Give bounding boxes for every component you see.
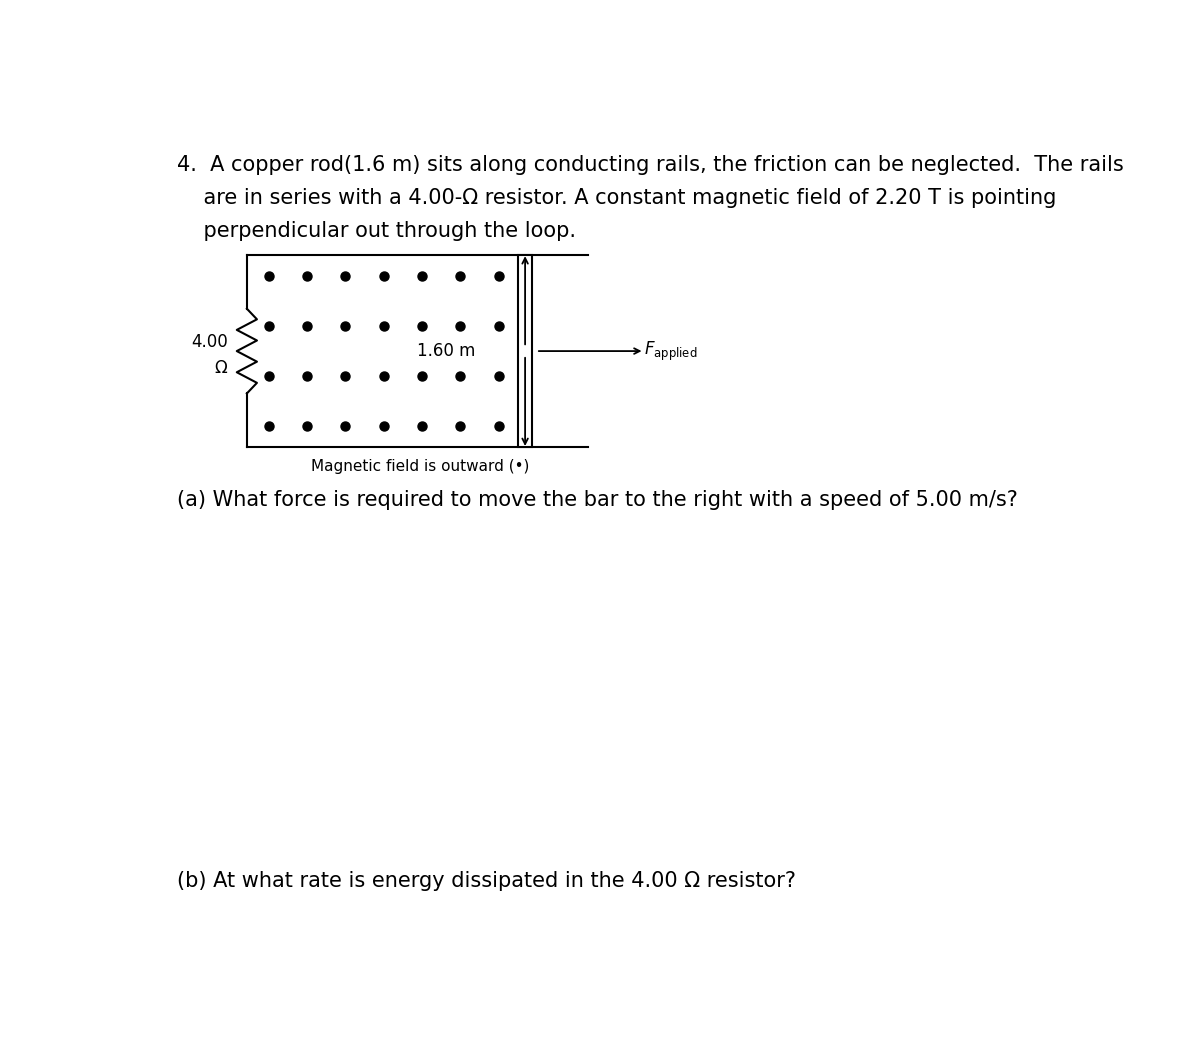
Bar bbox=[518, 255, 532, 447]
Text: $F_{\mathrm{applied}}$: $F_{\mathrm{applied}}$ bbox=[644, 340, 698, 363]
Text: Magnetic field is outward (•): Magnetic field is outward (•) bbox=[311, 459, 529, 473]
Text: perpendicular out through the loop.: perpendicular out through the loop. bbox=[178, 221, 576, 241]
Text: 4.00: 4.00 bbox=[191, 332, 228, 350]
Text: (a) What force is required to move the bar to the right with a speed of 5.00 m/s: (a) What force is required to move the b… bbox=[178, 489, 1018, 509]
Text: 1.60 m: 1.60 m bbox=[418, 342, 475, 360]
Text: 4.  A copper rod(1.6 m) sits along conducting rails, the friction can be neglect: 4. A copper rod(1.6 m) sits along conduc… bbox=[178, 155, 1124, 175]
Text: Ω: Ω bbox=[215, 359, 228, 377]
Text: (b) At what rate is energy dissipated in the 4.00 Ω resistor?: (b) At what rate is energy dissipated in… bbox=[178, 871, 796, 891]
Text: are in series with a 4.00-Ω resistor. A constant magnetic field of 2.20 T is poi: are in series with a 4.00-Ω resistor. A … bbox=[178, 188, 1056, 208]
